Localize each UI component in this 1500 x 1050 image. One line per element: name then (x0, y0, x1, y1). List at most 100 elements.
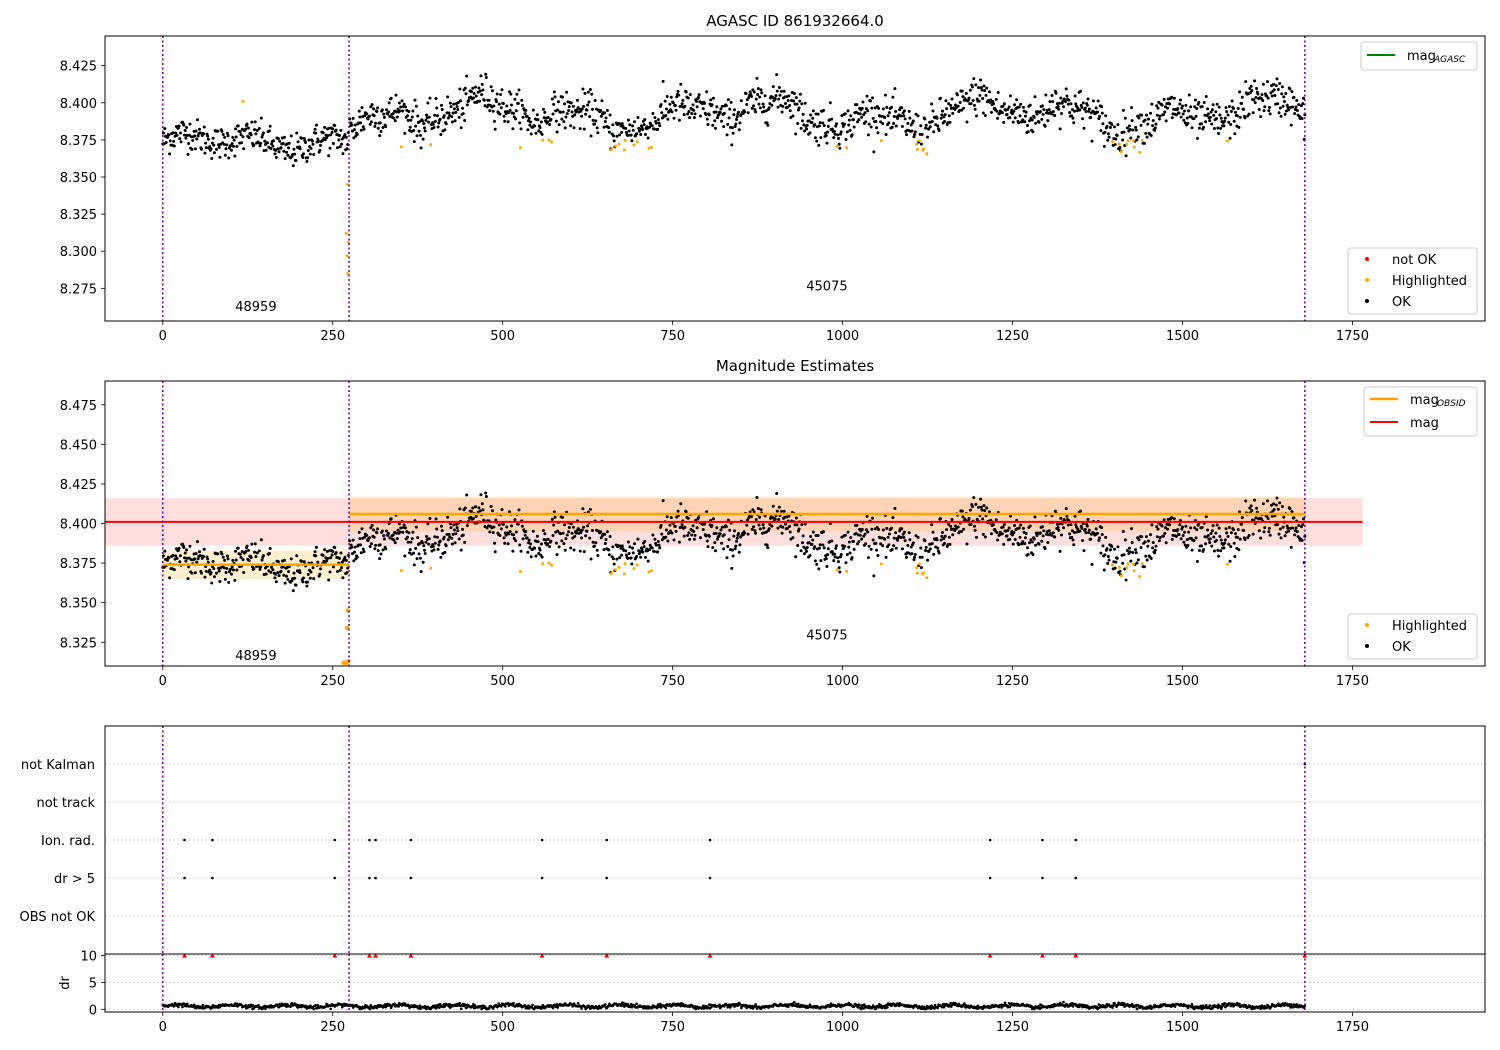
mag-ytick-8.35: 8.350 (60, 597, 97, 612)
ok-point (567, 109, 571, 113)
ok-point (360, 527, 364, 531)
ok-point (775, 89, 779, 93)
ok-point (825, 141, 829, 145)
ok-point (968, 508, 972, 512)
ok-point (255, 128, 259, 132)
highlighted-point (547, 138, 551, 142)
ok-point (652, 127, 656, 131)
flag-point (374, 876, 377, 880)
ok-point (860, 106, 864, 110)
ok-point (391, 112, 395, 116)
agasc-ytick-8.35: 8.350 (60, 171, 97, 186)
ok-point (507, 90, 511, 94)
dr-point (504, 1005, 507, 1008)
dr-point (829, 1002, 833, 1005)
ok-point (1064, 507, 1068, 511)
ok-point (399, 105, 403, 109)
ok-point (1177, 533, 1181, 537)
flag-point (1074, 876, 1078, 880)
ok-point (852, 125, 856, 129)
agasc-panel: AGASC ID 861932664.0 0 250 500 750 1000 1250 1… (60, 12, 1486, 344)
ok-point (450, 115, 454, 119)
ok-point (212, 143, 216, 147)
dr-point (1003, 1001, 1007, 1005)
ok-point (565, 90, 569, 94)
ok-point (1070, 114, 1074, 118)
ok-point (594, 541, 598, 545)
ok-point (1110, 545, 1114, 549)
ok-point (1135, 138, 1139, 142)
ok-point (435, 114, 439, 118)
ok-point (353, 123, 357, 127)
ok-point (707, 534, 711, 538)
ok-point (950, 517, 954, 521)
ok-point (172, 568, 176, 572)
ok-point (489, 504, 493, 508)
ok-point (418, 120, 422, 124)
ok-point (381, 126, 385, 130)
ok-point (1040, 117, 1044, 121)
ok-point (584, 534, 588, 538)
ok-point (230, 565, 234, 569)
highlighted-point (614, 568, 618, 572)
ok-point (604, 538, 608, 542)
ok-point (344, 558, 348, 562)
ok-point (930, 120, 934, 124)
agasc-ytick-8.4: 8.400 (60, 97, 97, 112)
mag-ytick-8.45: 8.450 (60, 438, 97, 453)
ok-point (956, 104, 960, 108)
ok-point (458, 507, 462, 511)
ok-point (919, 124, 923, 128)
ok-point (373, 124, 377, 128)
ok-point (265, 141, 269, 145)
highlighted-point (345, 254, 349, 258)
ok-point (660, 532, 664, 536)
ok-point (839, 130, 843, 134)
ok-point (1186, 121, 1190, 125)
ok-point (184, 559, 188, 563)
ok-point (739, 99, 743, 103)
ok-point (725, 556, 729, 560)
ok-point (686, 112, 690, 116)
ok-point (1087, 528, 1091, 532)
ok-point (792, 91, 796, 95)
ok-point (789, 537, 793, 541)
ok-point (737, 550, 741, 554)
ok-point (472, 91, 476, 95)
ok-point (455, 105, 459, 109)
ok-point (936, 546, 940, 550)
ok-point (380, 529, 384, 533)
highlighted-point (835, 568, 839, 572)
ok-point (638, 550, 642, 554)
ok-point (352, 559, 356, 563)
ok-point (1289, 545, 1293, 549)
ok-point (1249, 84, 1253, 88)
ok-point (1128, 127, 1132, 131)
ok-point (809, 113, 813, 117)
ok-point (534, 131, 538, 135)
ok-point (930, 523, 934, 527)
ok-point (591, 540, 595, 544)
ok-point (350, 552, 354, 556)
ok-point (903, 117, 907, 121)
ok-point (453, 541, 457, 545)
ok-point (932, 552, 936, 556)
ok-point (1215, 523, 1219, 527)
ok-point (204, 146, 208, 150)
ok-point (1218, 534, 1222, 538)
ok-point (329, 556, 333, 560)
ok-point (1071, 116, 1075, 120)
ok-point (178, 137, 182, 141)
ok-point (395, 115, 399, 119)
ok-point (670, 110, 674, 114)
ok-point (357, 109, 361, 113)
ok-point (810, 542, 814, 546)
ok-point (1244, 80, 1248, 84)
ok-point (755, 495, 759, 499)
ok-point (1069, 523, 1073, 527)
ok-point (919, 142, 923, 146)
ok-point (314, 545, 318, 549)
flag-point (708, 876, 712, 880)
ok-point (726, 122, 730, 126)
ok-point (498, 112, 502, 116)
